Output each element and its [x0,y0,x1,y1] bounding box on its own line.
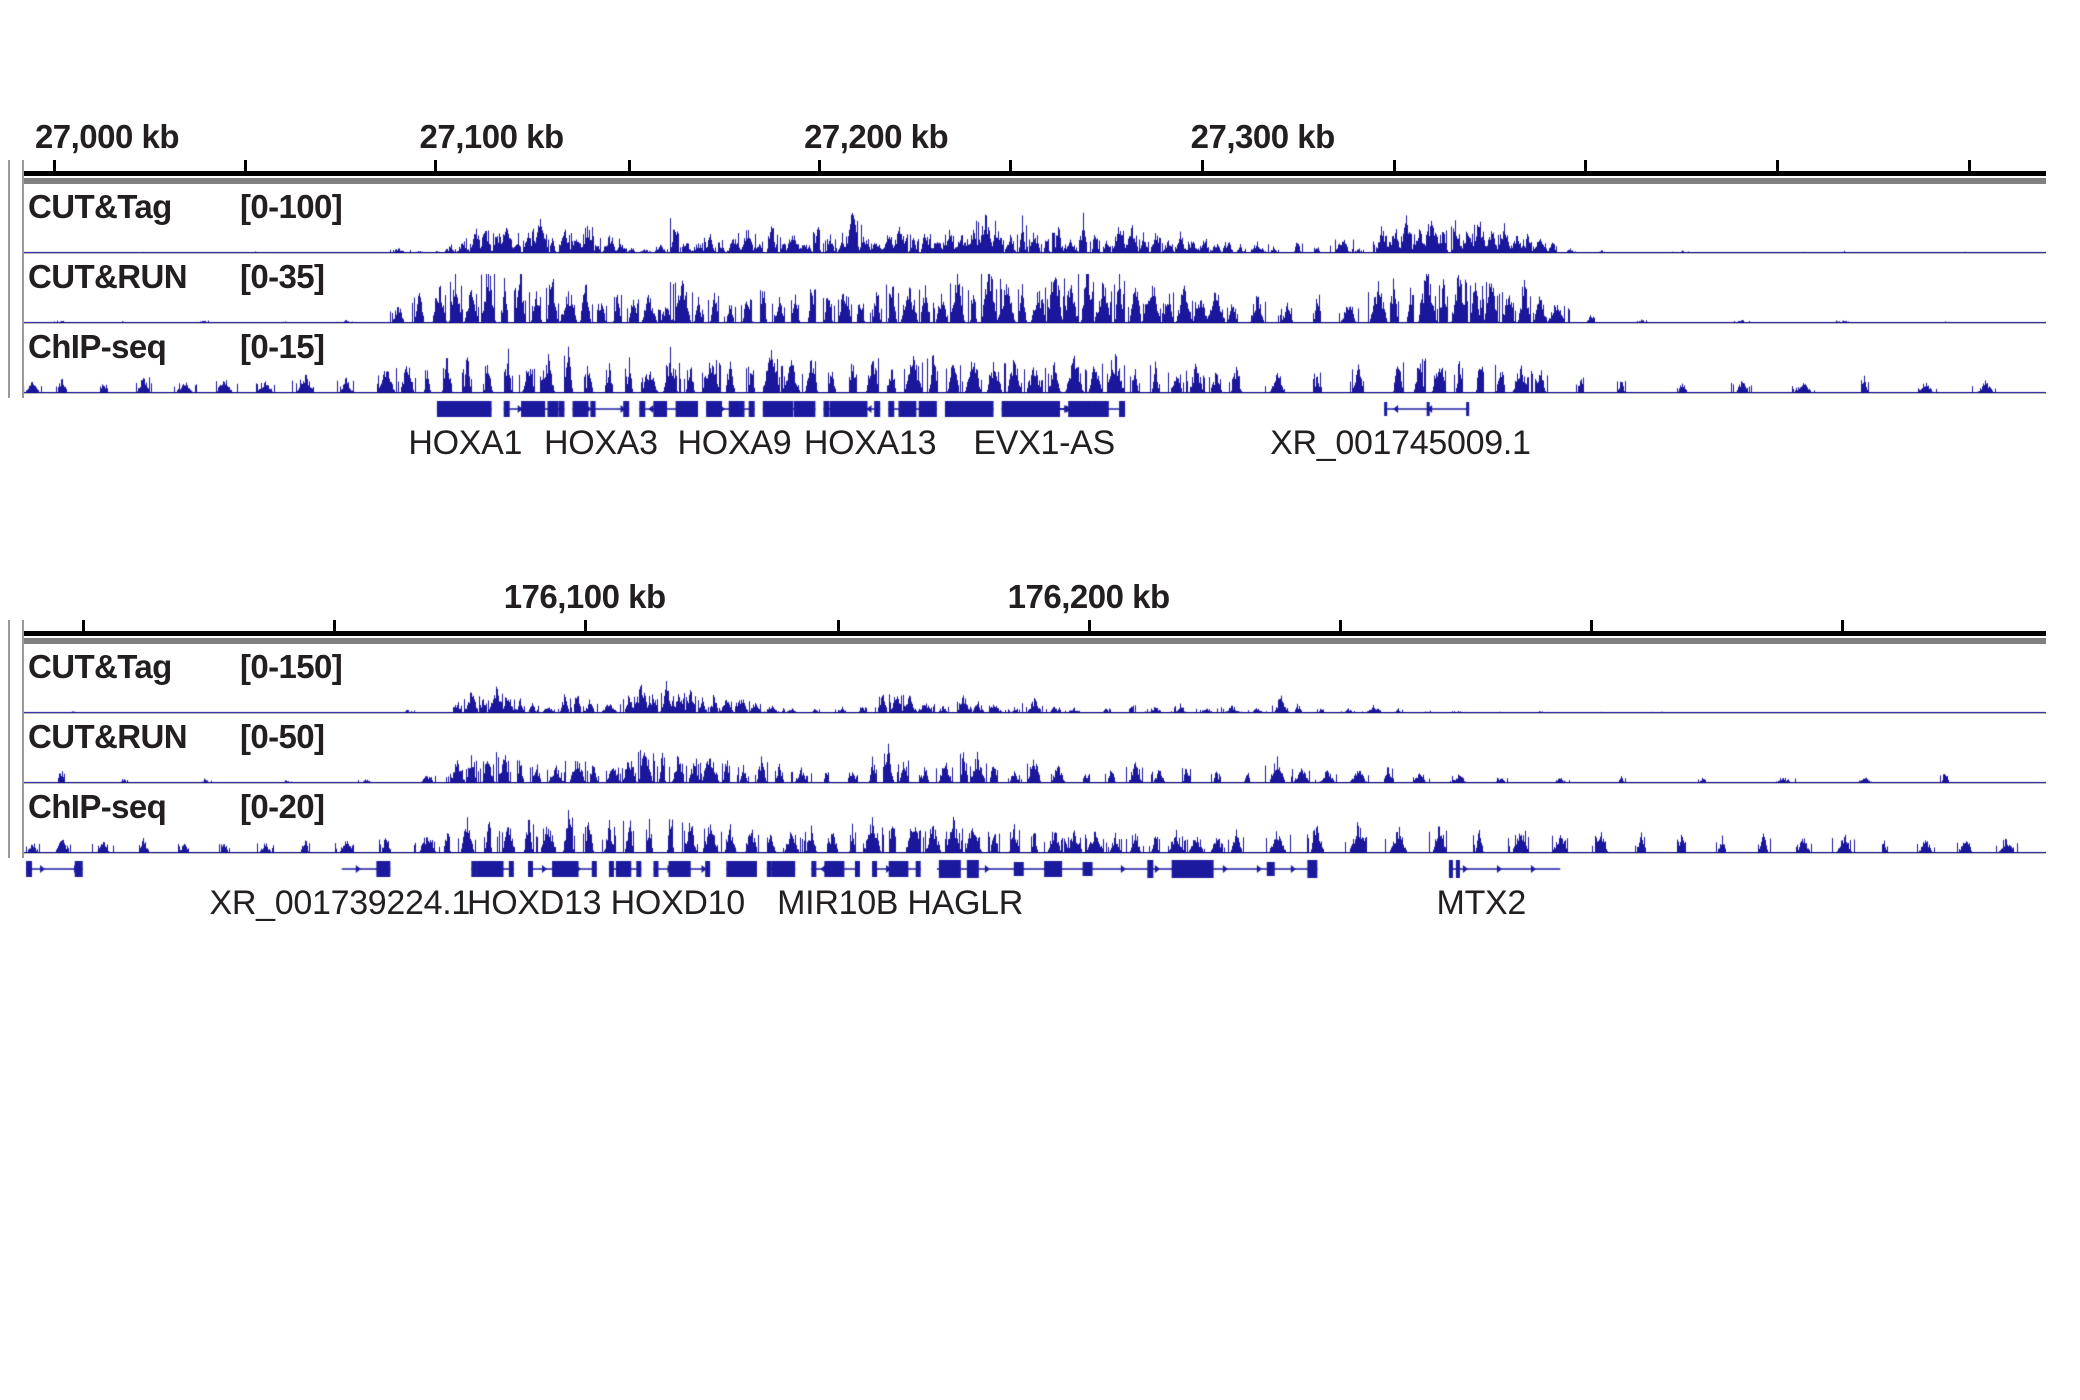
ruler-tick-7 [1393,160,1397,171]
ruler-line [22,171,2046,176]
gene-label-haglr[interactable]: HAGLR [907,884,1023,922]
track-signal [22,272,2046,324]
ruler-tick-8 [1583,160,1587,171]
ruler-tick-3 [836,620,840,631]
gene-label-hoxa13[interactable]: HOXA13 [803,424,937,462]
ruler-tick-1 [332,620,336,631]
track-signal [22,802,2046,854]
ruler-tick-0 [53,160,57,171]
ruler-bottom[interactable] [0,620,2080,636]
ruler-top[interactable] [0,160,2080,176]
ruler-tick-5 [1338,620,1342,631]
gene-label-xr-001739224-1[interactable]: XR_001739224.1 [209,884,471,922]
track-row-cut-tag[interactable]: CUT&Tag[0-150] [0,644,2080,714]
panel-top-divider [22,178,2046,184]
gene-track-top: HOXA1 HOXA3 HOXA9 HOXA13 EVX1-AS XR_001745009… [0,394,2080,470]
panel-left-rail-0 [8,160,10,398]
ruler-tick-4 [818,160,822,171]
gene-label-xr-001745009-1[interactable]: XR_001745009.1 [1270,424,1531,462]
gene-label-hoxd10[interactable]: HOXD10 [610,884,746,922]
gene-name-row: XR_001739224.1 HOXD13 HOXD10 MIR10B HAGLR MTX… [0,884,2080,930]
track-separator [22,323,2046,324]
track-row-cut-run[interactable]: CUT&RUN[0-50] [0,714,2080,784]
ruler-line [22,631,2046,636]
track-separator [22,853,2046,854]
panel-hoxa-locus: 27,000 kb 27,100 kb 27,200 kb 27,300 kb CUT… [0,118,2080,470]
track-row-chip-seq[interactable]: ChIP-seq[0-15] [0,324,2080,394]
ruler-tick-1 [243,160,247,171]
track-row-cut-run[interactable]: CUT&RUN[0-35] [0,254,2080,324]
gene-track-bottom: XR_001739224.1 HOXD13 HOXD10 MIR10B HAGLR MTX… [0,854,2080,930]
track-separator [22,253,2046,254]
ruler-label-1: 27,100 kb [419,118,565,155]
gene-label-hoxa3[interactable]: HOXA3 [543,424,658,462]
ruler-tick-7 [1840,620,1844,631]
track-separator [22,713,2046,714]
ruler-label-1: 176,200 kb [1007,578,1170,615]
panel-left-rail-1 [22,160,24,398]
track-signal [22,732,2046,784]
gene-label-evx1-as[interactable]: EVX1-AS [973,424,1115,462]
ruler-tick-5 [1008,160,1012,171]
ruler-labels-top: 27,000 kb 27,100 kb 27,200 kb 27,300 kb [0,118,2080,160]
panel-top-divider [22,638,2046,644]
gene-model-glyphs [0,394,2080,424]
ruler-tick-9 [1775,160,1779,171]
panel-left-rail-1 [22,620,24,858]
ruler-tick-2 [583,620,587,631]
ruler-label-3: 27,300 kb [1190,118,1336,155]
ruler-label-2: 27,200 kb [804,118,949,155]
ruler-tick-4 [1087,620,1091,631]
ruler-tick-0 [81,620,85,631]
ruler-labels-bottom: 176,100 kb 176,200 kb [0,578,2080,620]
track-row-cut-tag[interactable]: CUT&Tag[0-100] [0,184,2080,254]
tracks-host-bottom: CUT&Tag[0-150]CUT&RUN[0-50]ChIP-seq[0-20… [0,644,2080,854]
gene-name-row: HOXA1 HOXA3 HOXA9 HOXA13 EVX1-AS XR_001745009… [0,424,2080,470]
gene-label-mir10b[interactable]: MIR10B [777,884,899,922]
panel-hoxd-locus: 176,100 kb 176,200 kb CUT&Tag[0-150]CUT&R… [0,578,2080,930]
track-row-chip-seq[interactable]: ChIP-seq[0-20] [0,784,2080,854]
track-separator [22,393,2046,394]
gene-label-hoxa9[interactable]: HOXA9 [677,424,792,462]
track-signal [22,662,2046,714]
ruler-tick-3 [628,160,632,171]
gene-label-mtx2[interactable]: MTX2 [1436,884,1527,922]
ruler-tick-6 [1200,160,1204,171]
ruler-tick-10 [1968,160,1972,171]
track-signal [22,342,2046,394]
track-separator [22,783,2046,784]
ruler-label-0: 176,100 kb [503,578,666,615]
panel-left-rail-0 [8,620,10,858]
tracks-host-top: CUT&Tag[0-100]CUT&RUN[0-35]ChIP-seq[0-15… [0,184,2080,394]
gene-label-hoxa1[interactable]: HOXA1 [408,424,523,462]
ruler-label-0: 27,000 kb [34,118,180,155]
ruler-tick-6 [1589,620,1593,631]
track-signal [22,202,2046,254]
ruler-tick-2 [433,160,437,171]
gene-model-glyphs [0,854,2080,884]
gene-label-hoxd13[interactable]: HOXD13 [466,884,602,922]
